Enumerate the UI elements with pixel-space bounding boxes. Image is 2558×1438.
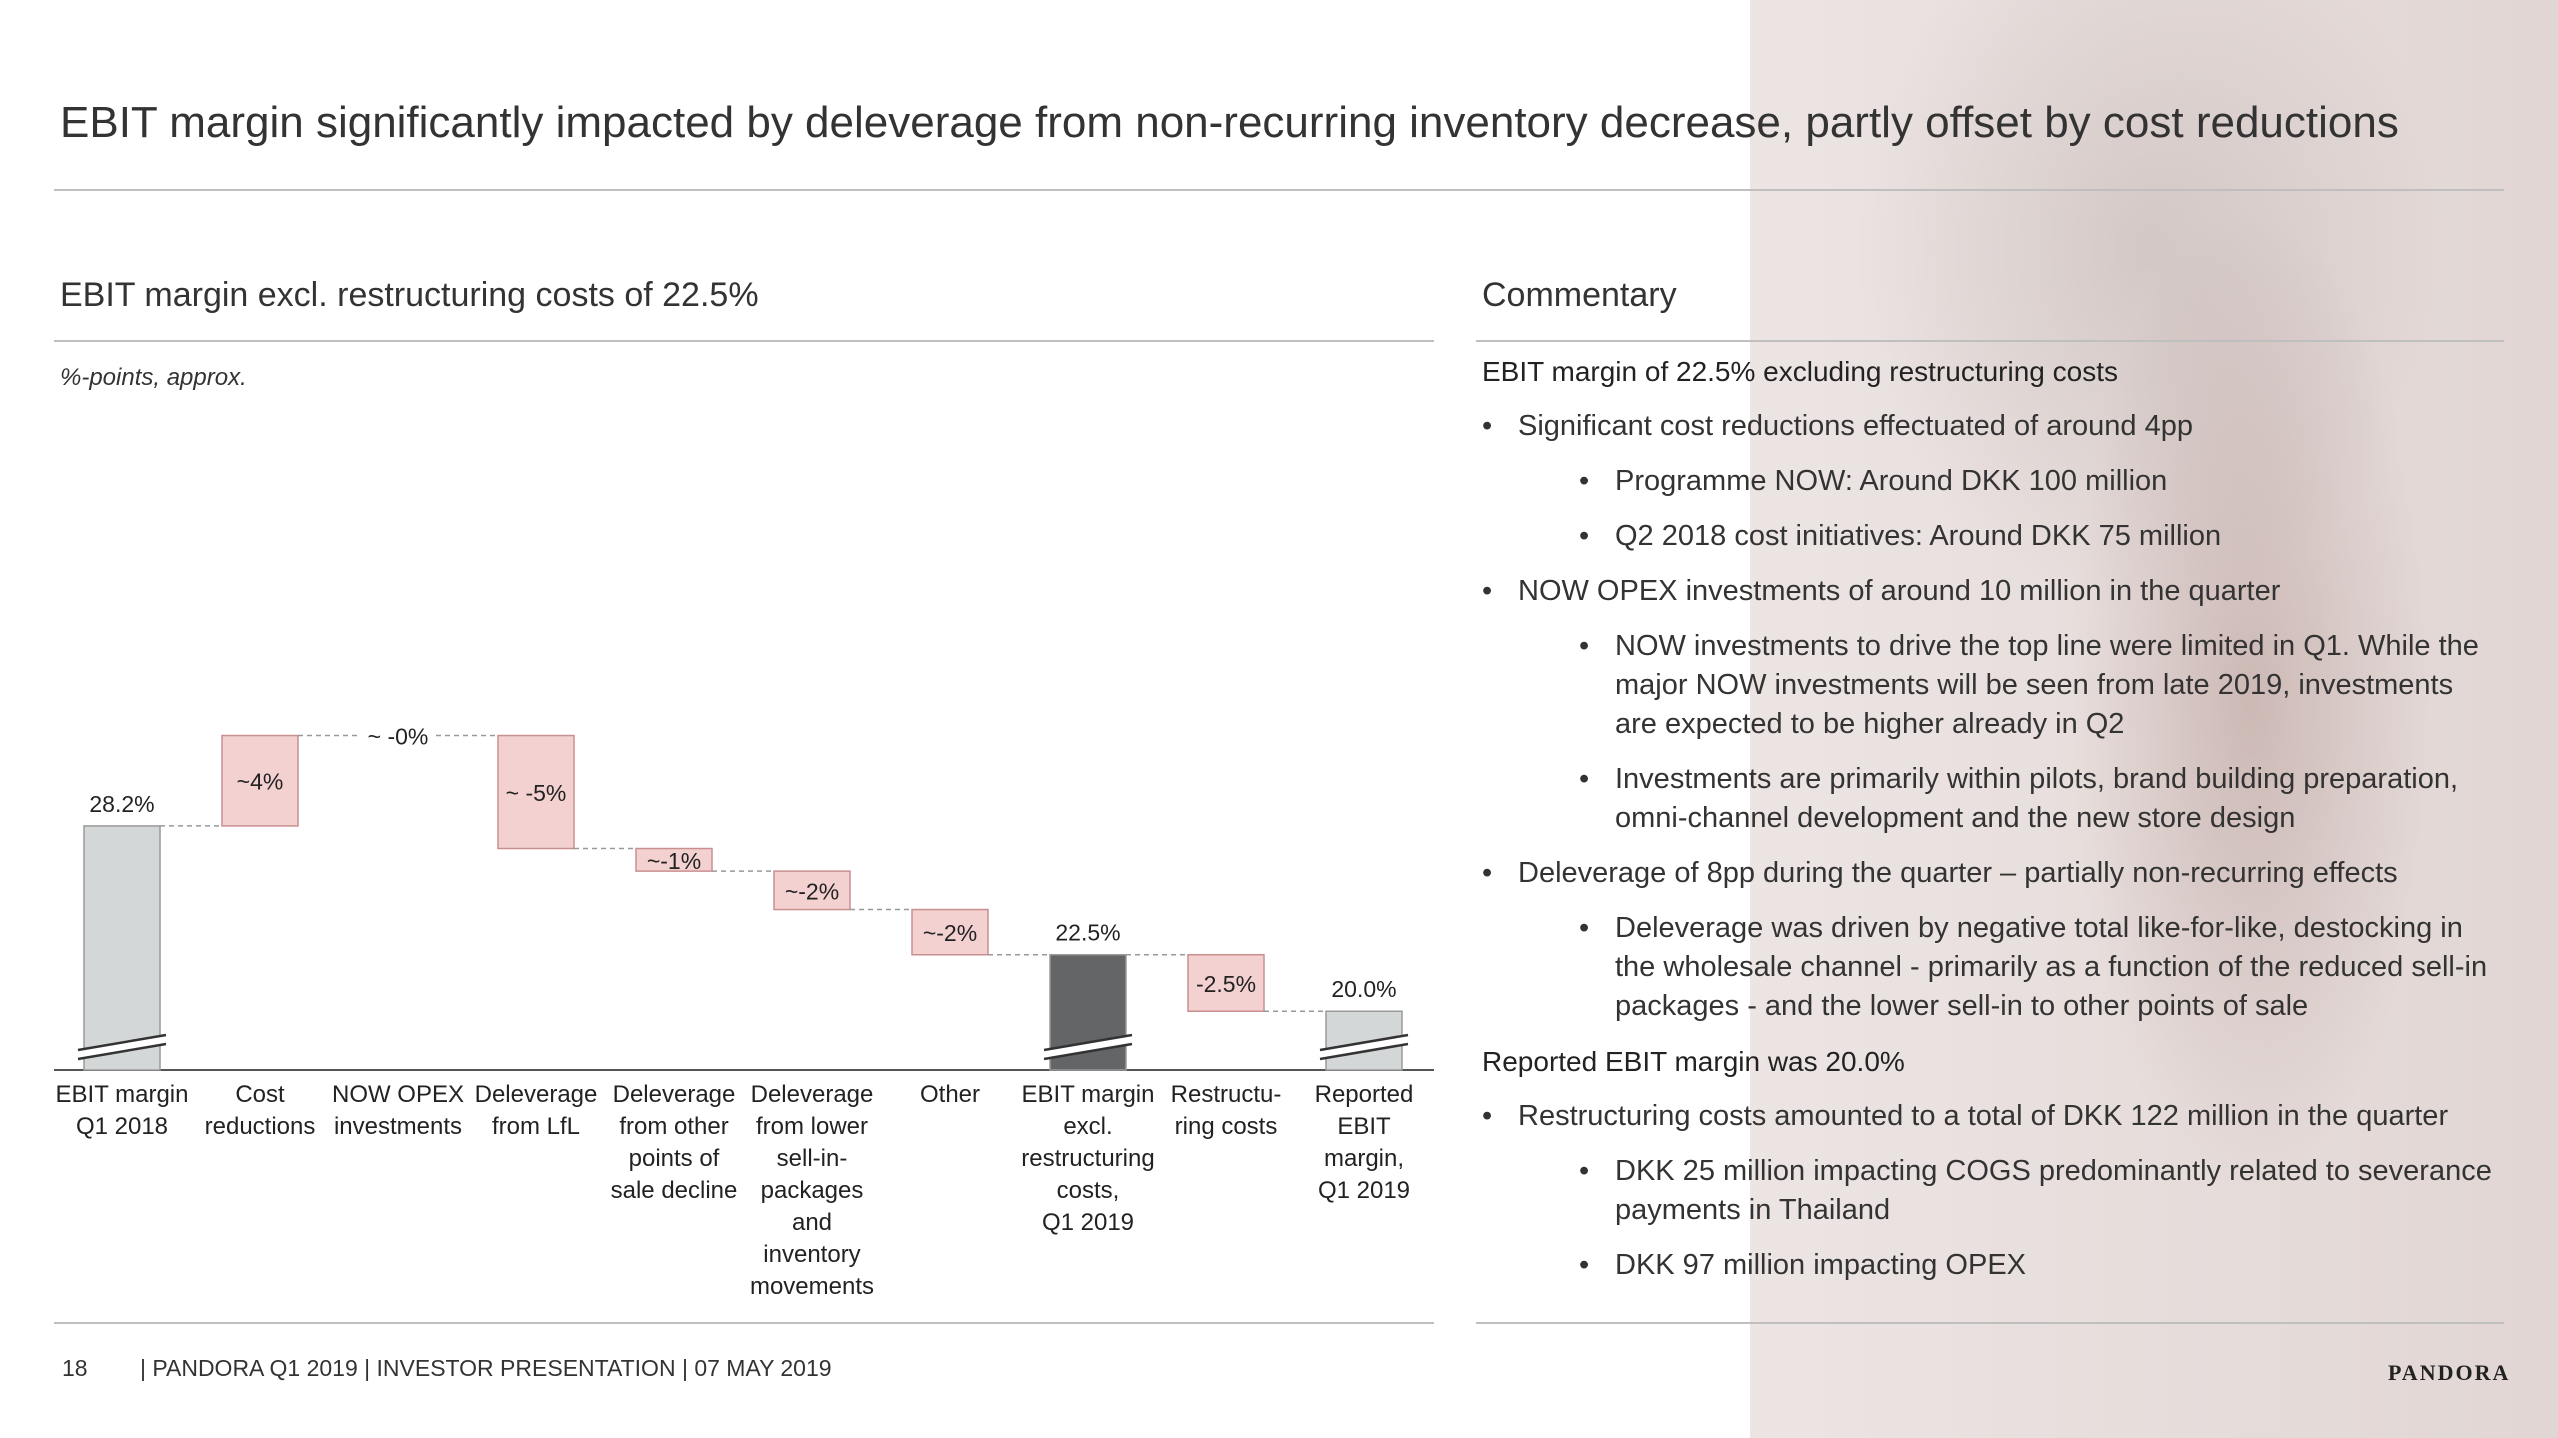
category-label-7: EBIT margin excl. restructuring costs, Q1 20… [1021, 1081, 1154, 1236]
bullet-icon: • [1482, 857, 1493, 889]
bar-3 [497, 734, 575, 850]
commentary-item: • Significant cost reductions effectuated… [1482, 407, 2478, 446]
chart-bottom-divider [54, 1322, 1434, 1324]
commentary-bottom-divider [1476, 1322, 2504, 1324]
commentary-text: DKK 25 million impacting COGS predominan… [1615, 1155, 2492, 1226]
commentary-item: • DKK 25 million impacting COGS predomina… [1579, 1152, 2495, 1230]
commentary-item: • Programme NOW: Around DKK 100 million [1579, 462, 2495, 501]
commentary-text: NOW OPEX investments of around 10 millio… [1518, 575, 2281, 607]
bar-5 [773, 870, 851, 911]
commentary-item: • NOW OPEX investments of around 10 milli… [1482, 572, 2478, 611]
data-label-0: 28.2% [89, 791, 154, 817]
category-label-9: Reported EBIT margin, Q1 2019 [1315, 1081, 1414, 1204]
bullet-icon: • [1482, 410, 1493, 442]
commentary-item: Reported EBIT margin was 20.0% [1482, 1042, 2482, 1081]
axis-break-0 [80, 1036, 164, 1058]
commentary-item: • Restructuring costs amounted to a total… [1482, 1097, 2478, 1136]
data-label-8: -2.5% [1196, 971, 1256, 997]
commentary-text: Q2 2018 cost initiatives: Around DKK 75 … [1615, 520, 2222, 552]
chart-units: %-points, approx. [60, 364, 247, 391]
category-label-0: EBIT margin Q1 2018 [56, 1081, 189, 1140]
commentary-text: EBIT margin of 22.5% excluding restructu… [1482, 356, 2119, 387]
commentary-item: • Deleverage was driven by negative total… [1579, 909, 2495, 1026]
commentary-text: Restructuring costs amounted to a total … [1518, 1100, 2449, 1132]
data-label-7: 22.5% [1055, 920, 1120, 946]
commentary-text: NOW investments to drive the top line we… [1615, 630, 2479, 740]
category-label-4: Deleverage from other points of sale declin… [611, 1081, 738, 1204]
commentary-text: Reported EBIT margin was 20.0% [1482, 1046, 1905, 1077]
category-label-6: Other [920, 1081, 980, 1108]
bullet-icon: • [1579, 1249, 1590, 1281]
axis-break-line-a-0 [77, 1033, 167, 1052]
commentary-item: EBIT margin of 22.5% excluding restructu… [1482, 352, 2482, 391]
bar-4 [635, 847, 713, 872]
footer-text: | PANDORA Q1 2019 | INVESTOR PRESENTATIO… [140, 1355, 832, 1381]
data-label-6: ~-2% [923, 920, 977, 946]
axis-break-7 [1046, 1036, 1130, 1058]
commentary-text: Deleverage was driven by negative total … [1615, 912, 2488, 1022]
commentary-text: Deleverage of 8pp during the quarter – p… [1518, 857, 2398, 889]
title-divider [54, 189, 2504, 191]
data-label-3: ~ -5% [506, 780, 567, 806]
data-label-5: ~-2% [785, 878, 839, 904]
axis-break-line-a-9 [1319, 1033, 1409, 1052]
commentary-heading: Commentary [1482, 276, 1677, 314]
bullet-icon: • [1579, 465, 1590, 497]
category-label-8: Restructu-ring costs [1171, 1081, 1282, 1140]
commentary-item: • Q2 2018 cost initiatives: Around DKK 75… [1579, 517, 2495, 556]
bar-8 [1187, 953, 1265, 1012]
commentary-heading-divider [1476, 340, 2504, 342]
data-label-9: 20.0% [1331, 976, 1396, 1002]
category-label-2: NOW OPEX investments [332, 1081, 464, 1140]
bullet-icon: • [1579, 912, 1590, 944]
commentary-text: Significant cost reductions effectuated … [1518, 410, 2193, 442]
chart-heading: EBIT margin excl. restructuring costs of… [60, 276, 759, 314]
axis-break-line-b-9 [1319, 1042, 1409, 1061]
commentary-text: Programme NOW: Around DKK 100 million [1615, 465, 2168, 497]
bullet-icon: • [1579, 520, 1590, 552]
commentary-item: • Investments are primarily within pilots… [1579, 760, 2495, 838]
commentary-item: • DKK 97 million impacting OPEX [1579, 1246, 2495, 1285]
bullet-icon: • [1482, 1100, 1493, 1132]
pandora-logo: PANDORA [2388, 1360, 2511, 1385]
commentary-item: • Deleverage of 8pp during the quarter – … [1482, 854, 2478, 893]
commentary-item: • NOW investments to drive the top line w… [1579, 627, 2495, 744]
bullet-icon: • [1579, 630, 1590, 662]
commentary-text: DKK 97 million impacting OPEX [1615, 1249, 2026, 1281]
axis-break-line-a-7 [1043, 1033, 1133, 1052]
page-number: 18 [62, 1355, 88, 1381]
slide-title: EBIT margin significantly impacted by de… [60, 98, 2399, 147]
axis-break-line-b-7 [1043, 1042, 1133, 1061]
bullet-icon: • [1482, 575, 1493, 607]
bar-1 [221, 734, 299, 827]
bar-0 [83, 825, 161, 1071]
axis-break-9 [1322, 1036, 1406, 1058]
data-label-bg-2 [364, 722, 432, 751]
data-label-1: ~4% [237, 769, 284, 795]
axis-break-line-b-0 [77, 1042, 167, 1061]
chart-heading-divider [54, 340, 1434, 342]
bar-6 [911, 908, 989, 956]
category-label-1: Cost reductions [205, 1081, 316, 1140]
data-label-2: ~ -0% [368, 724, 429, 750]
bullet-icon: • [1579, 1155, 1590, 1187]
data-label-4: ~-1% [647, 848, 701, 874]
bullet-icon: • [1579, 763, 1590, 795]
commentary-text: Investments are primarily within pilots,… [1615, 763, 2459, 834]
waterfall-chart: 28.2% ~4% ~ -0% ~ -5% ~-1% ~-2% ~-2% 22.5% -2.5%… [54, 722, 1434, 1300]
category-label-3: Deleverage from LfL [475, 1081, 598, 1140]
category-label-5: Deleverage from lower sell-in-packages and i… [750, 1081, 874, 1300]
